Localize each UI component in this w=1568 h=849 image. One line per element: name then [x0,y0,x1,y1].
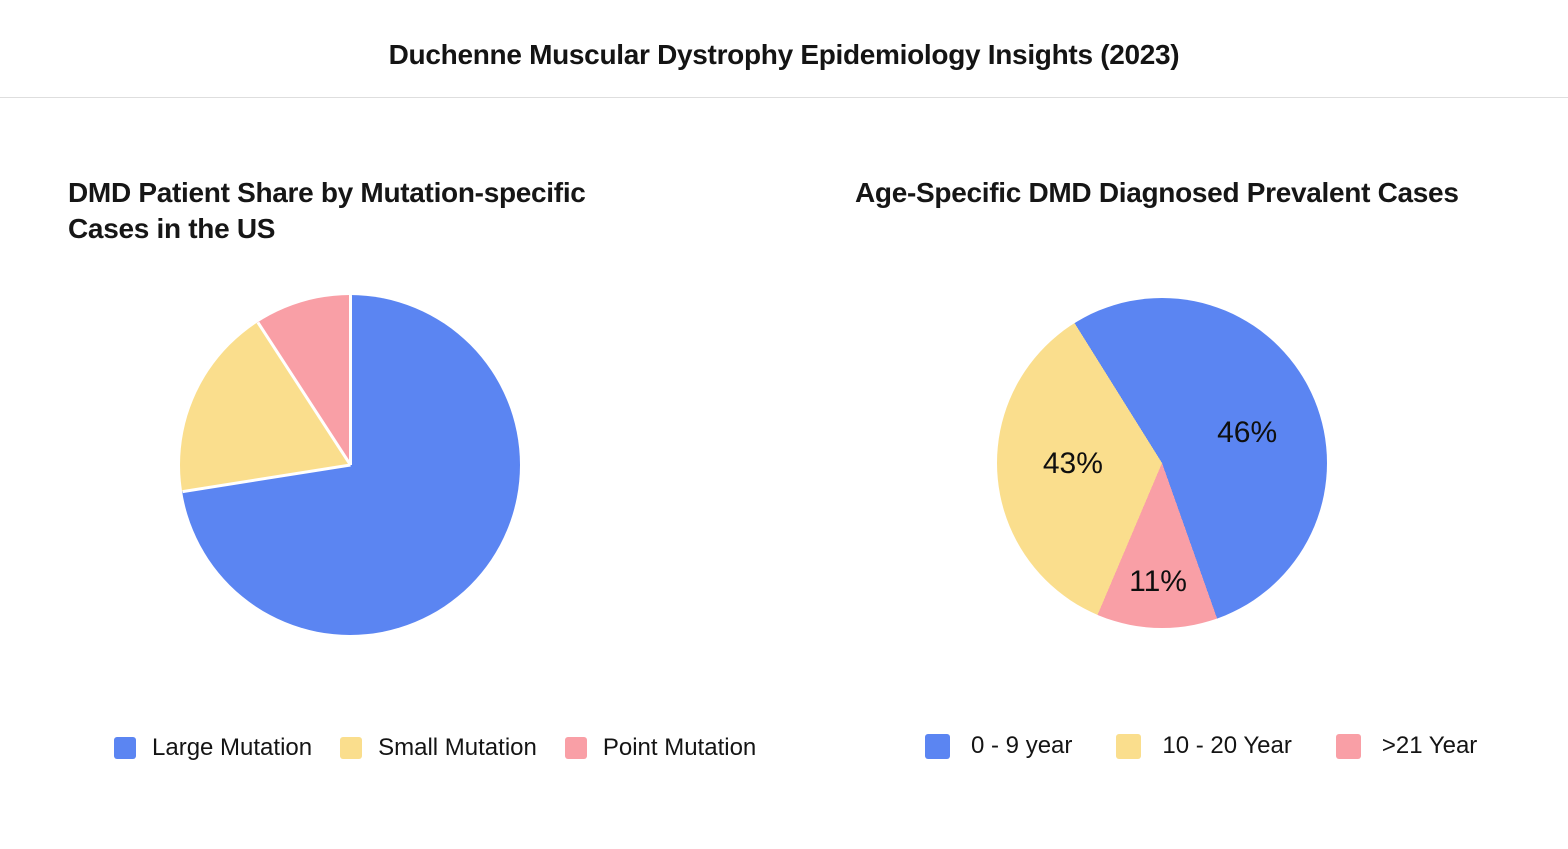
age-chart-title: Age-Specific DMD Diagnosed Prevalent Cas… [855,177,1459,208]
legend-swatch [1116,733,1142,759]
pie-slice-separator [348,295,352,465]
legend-item-10-20-year[interactable]: 10 - 20 Year [1116,732,1292,760]
legend-swatch [925,733,950,759]
age-chart-legend: 0 - 9 year 10 - 20 Year >21 Year [925,732,1477,760]
mutation-chart-legend: Large Mutation Small Mutation Point Mutati… [114,734,756,762]
legend-label: Small Mutation [378,734,537,761]
pie-percentage-label: 43% [1042,446,1103,480]
legend-label: Large Mutation [152,734,313,761]
legend-swatch [564,737,587,759]
mutation-chart-title: DMD Patient Share by Mutation-specific C… [68,175,586,247]
legend-item-large-mutation[interactable]: Large Mutation [114,734,312,762]
legend-item-0-9-year[interactable]: 0 - 9 year [925,732,1072,760]
legend-swatch [114,737,136,759]
pie-slice-separator [181,463,351,494]
legend-label: Point Mutation [602,734,757,761]
page-title: Duchenne Muscular Dystrophy Epidemiology… [388,39,1180,70]
legend-label: >21 Year [1381,732,1478,759]
mutation-chart-title-line2: Cases in the US [68,213,276,244]
legend-item-small-mutation[interactable]: Small Mutation [340,734,537,762]
pie-percentage-label: 11% [1129,565,1187,599]
legend-swatch [340,737,363,759]
mutation-chart-title-line1: DMD Patient Share by Mutation-specific [68,177,586,208]
legend-item-21-year[interactable]: >21 Year [1335,732,1478,760]
header-divider [0,97,1568,98]
pie-percentage-label: 46% [1217,415,1278,449]
legend-label: 10 - 20 Year [1162,732,1292,759]
legend-label: 0 - 9 year [971,732,1073,759]
mutation-pie-chart[interactable] [180,295,520,635]
age-pie-chart[interactable]: 46% 43% 11% [997,298,1327,628]
legend-swatch [1335,733,1361,759]
pie-slice-separator [256,321,352,466]
legend-item-point-mutation[interactable]: Point Mutation [564,734,757,762]
